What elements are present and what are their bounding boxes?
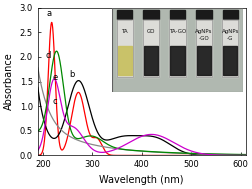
Text: a: a [46, 9, 52, 18]
Y-axis label: Absorbance: Absorbance [4, 53, 14, 110]
X-axis label: Wavelength (nm): Wavelength (nm) [99, 175, 183, 185]
Text: c: c [52, 97, 57, 106]
Text: d: d [45, 51, 51, 60]
Text: b: b [69, 70, 74, 79]
Text: e: e [52, 73, 57, 82]
